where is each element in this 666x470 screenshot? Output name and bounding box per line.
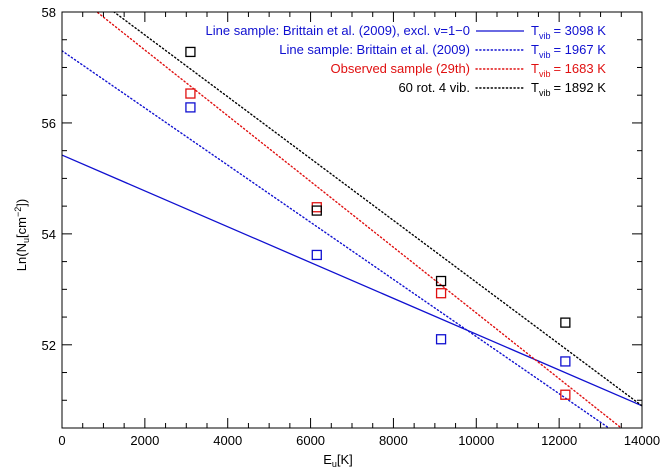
legend-tvib-symbol: T xyxy=(531,42,539,57)
fit-line-series-2 xyxy=(62,50,610,428)
legend-tvib-subscript: vib xyxy=(539,88,551,98)
legend-tvib-value: = 1683 K xyxy=(553,61,606,76)
x-tick-label: 4000 xyxy=(213,433,242,448)
x-tick-label: 14000 xyxy=(624,433,660,448)
marker-series-4-point-2 xyxy=(311,205,322,216)
x-tick-label: 0 xyxy=(58,433,65,448)
x-axis-label-unit: [K] xyxy=(337,452,353,467)
legend-tvib-subscript: vib xyxy=(539,31,551,41)
y-axis-label-sup: −2 xyxy=(13,207,23,217)
legend-tvib-symbol: T xyxy=(531,61,539,76)
marker-series-2-point-2 xyxy=(311,249,322,261)
marker-series-2-point-3 xyxy=(435,334,447,345)
legend-tvib-value: = 1892 K xyxy=(553,80,606,95)
legend-tvib-series-1: Tvib = 3098 K xyxy=(531,23,606,41)
legend-label-series-3: Observed sample (29th) xyxy=(331,61,470,76)
legend-tvib-value: = 3098 K xyxy=(553,23,606,38)
y-tick-label: 58 xyxy=(42,5,56,20)
x-tick-label: 6000 xyxy=(296,433,325,448)
y-axis-label-main: Ln(N xyxy=(14,243,29,271)
y-axis-label-sub: u xyxy=(21,238,31,243)
x-tick-label: 2000 xyxy=(130,433,159,448)
fit-line-series-3 xyxy=(95,12,622,428)
legend-tvib-value: = 1967 K xyxy=(553,42,606,57)
marker-series-3-point-1 xyxy=(185,88,196,99)
y-axis-label-rest: [cm xyxy=(14,217,29,238)
fit-line-series-1 xyxy=(62,154,642,407)
y-axis-label-end: ]) xyxy=(14,199,29,207)
marker-series-3-point-4 xyxy=(560,389,571,400)
legend-label-series-1: Line sample: Brittain et al. (2009), exc… xyxy=(206,23,470,38)
fit-lines xyxy=(62,12,642,428)
tick-labels: 0 2000 4000 6000 8000 10000 12000 14000 52 54 56 58 xyxy=(42,5,661,448)
marker-series-4-point-3 xyxy=(435,275,447,287)
legend-tvib-subscript: vib xyxy=(539,69,551,79)
legend-label-series-4: 60 rot. 4 vib. xyxy=(398,80,470,95)
x-tick-label: 10000 xyxy=(458,433,494,448)
y-tick-label: 54 xyxy=(42,227,56,242)
legend-tvib-series-2: Tvib = 1967 K xyxy=(531,42,606,60)
y-axis-label: Ln(Nu[cm−2]) xyxy=(13,199,31,271)
fit-line-series-4 xyxy=(112,12,642,407)
legend-tvib-series-3: Tvib = 1683 K xyxy=(531,61,606,79)
x-tick-label: 12000 xyxy=(541,433,577,448)
x-axis-label: Eu[K] xyxy=(323,452,353,469)
legend: Line sample: Brittain et al. (2009), exc… xyxy=(206,23,607,98)
y-tick-label: 52 xyxy=(42,338,56,353)
x-axis-label-main: E xyxy=(323,452,332,467)
legend-label-series-2: Line sample: Brittain et al. (2009) xyxy=(279,42,470,57)
legend-tvib-symbol: T xyxy=(531,23,539,38)
data-markers xyxy=(185,46,571,400)
marker-series-2-point-4 xyxy=(560,356,571,367)
x-tick-label: 8000 xyxy=(379,433,408,448)
marker-series-4-point-1 xyxy=(185,46,196,58)
y-tick-label: 56 xyxy=(42,116,56,131)
marker-series-3-point-2 xyxy=(311,202,322,213)
marker-series-2-point-1 xyxy=(185,102,196,113)
legend-tvib-series-4: Tvib = 1892 K xyxy=(531,80,606,98)
axes xyxy=(61,11,643,429)
marker-series-4-point-4 xyxy=(560,317,571,328)
x-axis-label-sub: u xyxy=(332,459,337,469)
marker-series-3-point-3 xyxy=(435,288,447,299)
legend-tvib-symbol: T xyxy=(531,80,539,95)
legend-tvib-subscript: vib xyxy=(539,50,551,60)
